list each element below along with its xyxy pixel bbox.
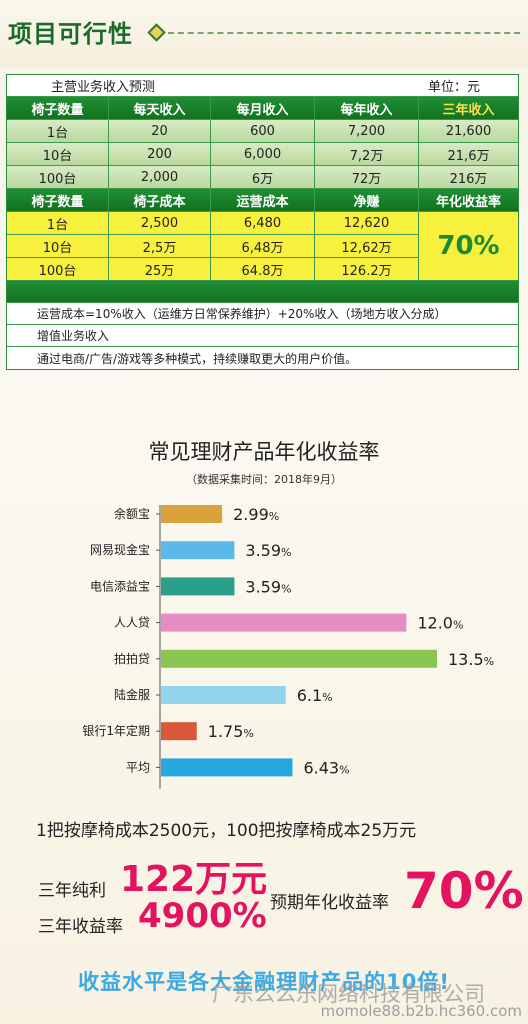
unit-label: 单位：元 bbox=[427, 80, 480, 95]
note-row: 增值业务收入 bbox=[7, 325, 518, 347]
table-row: 100台 25万 64.8万 126.2万 bbox=[7, 258, 419, 281]
chart-subtitle: （数据采集时间：2018年9月） bbox=[186, 473, 342, 486]
revenue-header-row: 椅子数量 每天收入 每月收入 每年收入 三年收入 bbox=[7, 97, 518, 120]
value-label: 6.43% bbox=[303, 758, 349, 777]
column-header: 每月收入 bbox=[211, 97, 315, 120]
table-cell: 7,2万 bbox=[315, 143, 419, 166]
column-header: 年化收益率 bbox=[419, 189, 518, 212]
yield-value: 4900% bbox=[138, 896, 267, 936]
table-cell: 10台 bbox=[7, 143, 109, 166]
bar bbox=[161, 577, 235, 596]
bar bbox=[161, 505, 223, 523]
category-label: 银行1年定期 bbox=[82, 723, 150, 738]
column-header: 椅子数量 bbox=[7, 189, 109, 212]
category-label: 陆金服 bbox=[114, 687, 150, 702]
table-cell: 1台 bbox=[7, 212, 109, 235]
table-row: 1台 20 600 7,200 21,600 bbox=[7, 120, 518, 143]
category-label: 平均 bbox=[126, 760, 150, 774]
table-row: 10台 2,5万 6,48万 12,62万 bbox=[7, 235, 419, 258]
table-cell: 6,480 bbox=[211, 212, 315, 235]
slogan: 收益水平是各大金融理财产品的10倍! bbox=[78, 970, 450, 994]
value-label: 2.99% bbox=[233, 505, 279, 524]
table-cell: 100台 bbox=[7, 166, 109, 189]
profit-label: 三年纯利 bbox=[38, 881, 106, 901]
bar bbox=[161, 649, 437, 668]
table-cell: 100台 bbox=[7, 258, 109, 281]
column-header: 每天收入 bbox=[109, 97, 211, 120]
bar bbox=[161, 541, 235, 560]
annual-value: 70% bbox=[404, 862, 524, 920]
cost-header-row: 椅子数量 椅子成本 运营成本 净赚 年化收益率 bbox=[7, 189, 518, 212]
table-row: 1台 2,500 6,480 12,620 bbox=[7, 212, 419, 235]
yield-label: 三年收益率 bbox=[38, 917, 123, 937]
table-row: 10台 200 6,000 7,2万 21,6万 bbox=[7, 143, 518, 166]
table-cell: 7,200 bbox=[315, 120, 419, 143]
table-cell: 10台 bbox=[7, 235, 109, 258]
title-divider bbox=[168, 32, 520, 34]
category-label: 余额宝 bbox=[114, 506, 150, 521]
table-cell: 64.8万 bbox=[211, 258, 315, 281]
value-label: 3.59% bbox=[245, 541, 291, 560]
column-header: 椅子数量 bbox=[7, 97, 109, 120]
table-cell: 6,000 bbox=[211, 143, 315, 166]
watermark-url: momole88.b2b.hc360.com bbox=[320, 1002, 522, 1020]
table-cell: 20 bbox=[109, 120, 211, 143]
note-row: 通过电商/广告/游戏等多种模式，持续赚取更大的用户价值。 bbox=[7, 347, 518, 369]
column-header: 椅子成本 bbox=[109, 189, 211, 212]
table-cell: 12,620 bbox=[315, 212, 419, 235]
annual-rate-value: 70% bbox=[419, 212, 518, 281]
table-cell: 6万 bbox=[211, 166, 315, 189]
value-label: 3.59% bbox=[245, 577, 291, 596]
bar bbox=[161, 722, 197, 741]
value-label: 12.0% bbox=[417, 614, 463, 633]
spacer-row bbox=[7, 281, 518, 303]
annual-label: 预期年化收益率 bbox=[270, 893, 389, 913]
table-cell: 21,6万 bbox=[419, 143, 518, 166]
table-caption: 主营业务收入预测 bbox=[51, 80, 156, 95]
column-header: 净赚 bbox=[315, 189, 419, 212]
category-label: 网易现金宝 bbox=[90, 542, 150, 557]
category-label: 拍拍贷 bbox=[114, 651, 150, 666]
bar bbox=[161, 686, 286, 704]
value-label: 6.1% bbox=[297, 686, 333, 705]
bar bbox=[161, 613, 407, 632]
table-cell: 2,500 bbox=[109, 212, 211, 235]
table-cell: 2,000 bbox=[109, 166, 211, 189]
profit-value: 122万元 bbox=[120, 859, 268, 900]
table-cell: 6,48万 bbox=[211, 235, 315, 258]
table-cell: 1台 bbox=[7, 120, 109, 143]
revenue-table: 主营业务收入预测 单位：元 椅子数量 每天收入 每月收入 每年收入 三年收入 1台 20 6… bbox=[6, 74, 519, 370]
value-label: 13.5% bbox=[448, 650, 494, 669]
table-caption-row: 主营业务收入预测 单位：元 bbox=[7, 75, 518, 97]
chart-title: 常见理财产品年化收益率 bbox=[148, 440, 380, 464]
cost-summary: 1把按摩椅成本2500元，100把按摩椅成本25万元 bbox=[36, 821, 417, 841]
table-cell: 12,62万 bbox=[315, 235, 419, 258]
bar bbox=[161, 758, 293, 777]
table-cell: 600 bbox=[211, 120, 315, 143]
note-row: 运营成本=10%收入（运维方日常保养维护）+20%收入（场地方收入分成） bbox=[7, 303, 518, 325]
column-header: 运营成本 bbox=[211, 189, 315, 212]
table-cell: 25万 bbox=[109, 258, 211, 281]
cost-block: 1台 2,500 6,480 12,620 10台 2,5万 6,48万 12,62万 100台… bbox=[7, 212, 518, 281]
category-label: 人人贷 bbox=[114, 616, 150, 630]
table-cell: 126.2万 bbox=[315, 258, 419, 281]
category-label: 电信添益宝 bbox=[90, 579, 150, 593]
column-header: 三年收入 bbox=[419, 97, 518, 120]
yield-bar-chart: 余额宝 2.99% 网易现金宝 3.59% 电信添益宝 3.59% 人人贷 12.0% 拍拍贷 1… bbox=[82, 505, 494, 789]
table-cell: 72万 bbox=[315, 166, 419, 189]
table-row: 100台 2,000 6万 72万 216万 bbox=[7, 166, 518, 189]
table-cell: 21,600 bbox=[419, 120, 518, 143]
column-header: 每年收入 bbox=[315, 97, 419, 120]
table-cell: 2,5万 bbox=[109, 235, 211, 258]
value-label: 1.75% bbox=[208, 722, 254, 741]
watermark-company: 广东么么乐网络科技有限公司 bbox=[212, 982, 485, 1006]
table-cell: 200 bbox=[109, 143, 211, 166]
section-title: 项目可行性 bbox=[8, 20, 133, 48]
top-bar bbox=[0, 0, 528, 68]
table-cell: 216万 bbox=[419, 166, 518, 189]
